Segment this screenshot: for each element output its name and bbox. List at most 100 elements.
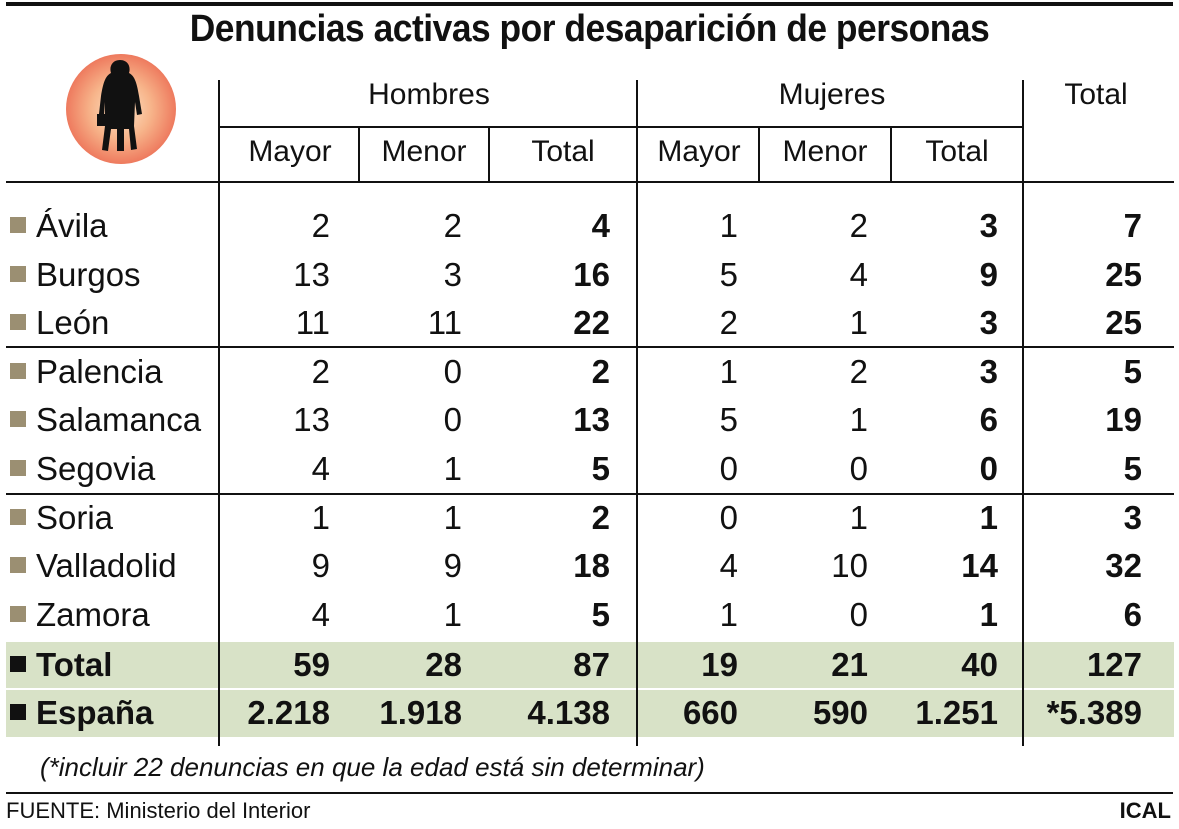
table-cell: 7 bbox=[1123, 207, 1142, 244]
table-cell: 590 bbox=[812, 694, 868, 731]
table-cell: 1.251 bbox=[915, 694, 998, 731]
header-divider bbox=[220, 126, 1024, 128]
table-cell: 19 bbox=[701, 646, 738, 683]
table-cell: 2 bbox=[311, 353, 330, 390]
table-cell: 2 bbox=[849, 353, 868, 390]
table-cell: 2 bbox=[719, 304, 738, 341]
table-row: Ávila 2 2 4 1 2 3 7 bbox=[6, 202, 1174, 250]
table-row: Zamora 4 1 5 1 0 1 6 bbox=[6, 591, 1174, 639]
subheader-mujeres-menor: Menor bbox=[782, 135, 868, 168]
bullet-square-icon bbox=[10, 363, 26, 380]
table-cell: 4 bbox=[591, 207, 610, 244]
table-cell: 4 bbox=[849, 256, 868, 293]
table-cell: 5 bbox=[591, 596, 610, 633]
table-cell: 0 bbox=[443, 353, 462, 390]
table-cell: 25 bbox=[1105, 256, 1142, 293]
subheader-mujeres-total: Total bbox=[925, 135, 989, 168]
table-cell: 32 bbox=[1105, 547, 1142, 584]
table-row: Valladolid 9 9 18 4 10 14 32 bbox=[6, 542, 1174, 590]
table-cell: 0 bbox=[849, 450, 868, 487]
table-cell: 87 bbox=[573, 646, 610, 683]
row-label-text: Ávila bbox=[36, 207, 108, 244]
table-cell: 4 bbox=[719, 547, 738, 584]
row-label-text: Burgos bbox=[36, 256, 141, 293]
row-label: España bbox=[6, 689, 153, 737]
table-cell: 1 bbox=[443, 499, 462, 536]
table-cell: 1 bbox=[719, 596, 738, 633]
summary-row: Total 59 28 87 19 21 40 127 bbox=[6, 641, 1174, 689]
row-label: Burgos bbox=[6, 251, 141, 299]
table-cell: 5 bbox=[1123, 353, 1142, 390]
table-cell: 3 bbox=[979, 304, 998, 341]
row-label-text: Total bbox=[36, 646, 113, 683]
table-cell: 2 bbox=[311, 207, 330, 244]
table-cell: 1.918 bbox=[379, 694, 462, 731]
table-cell: 0 bbox=[849, 596, 868, 633]
table-cell: 2.218 bbox=[247, 694, 330, 731]
row-label: Valladolid bbox=[6, 542, 177, 590]
table-cell: 5 bbox=[1123, 450, 1142, 487]
row-label-text: Valladolid bbox=[36, 547, 177, 584]
row-label-text: España bbox=[36, 694, 154, 731]
table-cell: 9 bbox=[311, 547, 330, 584]
table-cell: 2 bbox=[591, 499, 610, 536]
bullet-square-icon bbox=[10, 606, 26, 623]
subheader-mujeres-mayor: Mayor bbox=[657, 135, 741, 168]
table-cell: 25 bbox=[1105, 304, 1142, 341]
table-cell: 1 bbox=[849, 304, 868, 341]
table-cell: 9 bbox=[979, 256, 998, 293]
table-cell: 14 bbox=[961, 547, 998, 584]
table-row: Soria 1 1 2 0 1 1 3 bbox=[6, 494, 1174, 542]
table-cell: 4 bbox=[311, 596, 330, 633]
table-cell: 22 bbox=[573, 304, 610, 341]
row-label-text: Segovia bbox=[36, 450, 156, 487]
table-cell: 1 bbox=[979, 499, 998, 536]
subheader-hombres-mayor: Mayor bbox=[248, 135, 332, 168]
table-cell: 6 bbox=[979, 401, 998, 438]
table-cell: 2 bbox=[443, 207, 462, 244]
source-text: FUENTE: Ministerio del Interior bbox=[6, 798, 311, 823]
table-cell: 1 bbox=[719, 353, 738, 390]
table-cell: 59 bbox=[293, 646, 330, 683]
table-cell: 18 bbox=[573, 547, 610, 584]
table-cell: 3 bbox=[1123, 499, 1142, 536]
table-cell: 11 bbox=[295, 304, 330, 341]
table-cell: 1 bbox=[443, 450, 462, 487]
table-cell: 13 bbox=[293, 256, 330, 293]
bullet-square-icon bbox=[10, 217, 26, 234]
table-cell: 13 bbox=[573, 401, 610, 438]
col-divider bbox=[758, 126, 760, 182]
summary-row: España 2.218 1.918 4.138 660 590 1.251 *5.389 bbox=[6, 689, 1174, 737]
row-label-text: León bbox=[36, 304, 110, 341]
group-divider bbox=[6, 493, 1174, 495]
table-row: León 11 11 22 2 1 3 25 bbox=[6, 299, 1174, 347]
row-label: Total bbox=[6, 641, 112, 689]
table-cell: 6 bbox=[1123, 596, 1142, 633]
row-label-text: Salamanca bbox=[36, 401, 202, 438]
col-divider bbox=[890, 126, 892, 182]
row-label-text: Soria bbox=[36, 499, 114, 536]
bullet-square-icon bbox=[10, 460, 26, 477]
bullet-square-icon bbox=[10, 411, 26, 428]
row-label-text: Zamora bbox=[36, 596, 150, 633]
table-cell: 0 bbox=[979, 450, 998, 487]
table-cell: 1 bbox=[719, 207, 738, 244]
table-cell: 0 bbox=[443, 401, 462, 438]
table-cell: 2 bbox=[591, 353, 610, 390]
table-row: Palencia 2 0 2 1 2 3 5 bbox=[6, 348, 1174, 396]
table-cell: 1 bbox=[979, 596, 998, 633]
bottom-rule bbox=[6, 792, 1173, 794]
table-row: Segovia 4 1 5 0 0 0 5 bbox=[6, 445, 1174, 493]
bullet-square-icon bbox=[10, 656, 26, 673]
subheader-hombres-total: Total bbox=[531, 135, 595, 168]
col-divider bbox=[636, 80, 638, 746]
header-mujeres: Mujeres bbox=[778, 78, 886, 111]
table-cell: 0 bbox=[719, 450, 738, 487]
credit-text: ICAL bbox=[1119, 798, 1171, 823]
col-divider bbox=[358, 126, 360, 182]
table-cell: 19 bbox=[1105, 401, 1142, 438]
table-cell: *5.389 bbox=[1046, 694, 1142, 731]
table-cell: 4 bbox=[311, 450, 330, 487]
header-hombres: Hombres bbox=[368, 78, 490, 111]
table-cell: 3 bbox=[443, 256, 462, 293]
